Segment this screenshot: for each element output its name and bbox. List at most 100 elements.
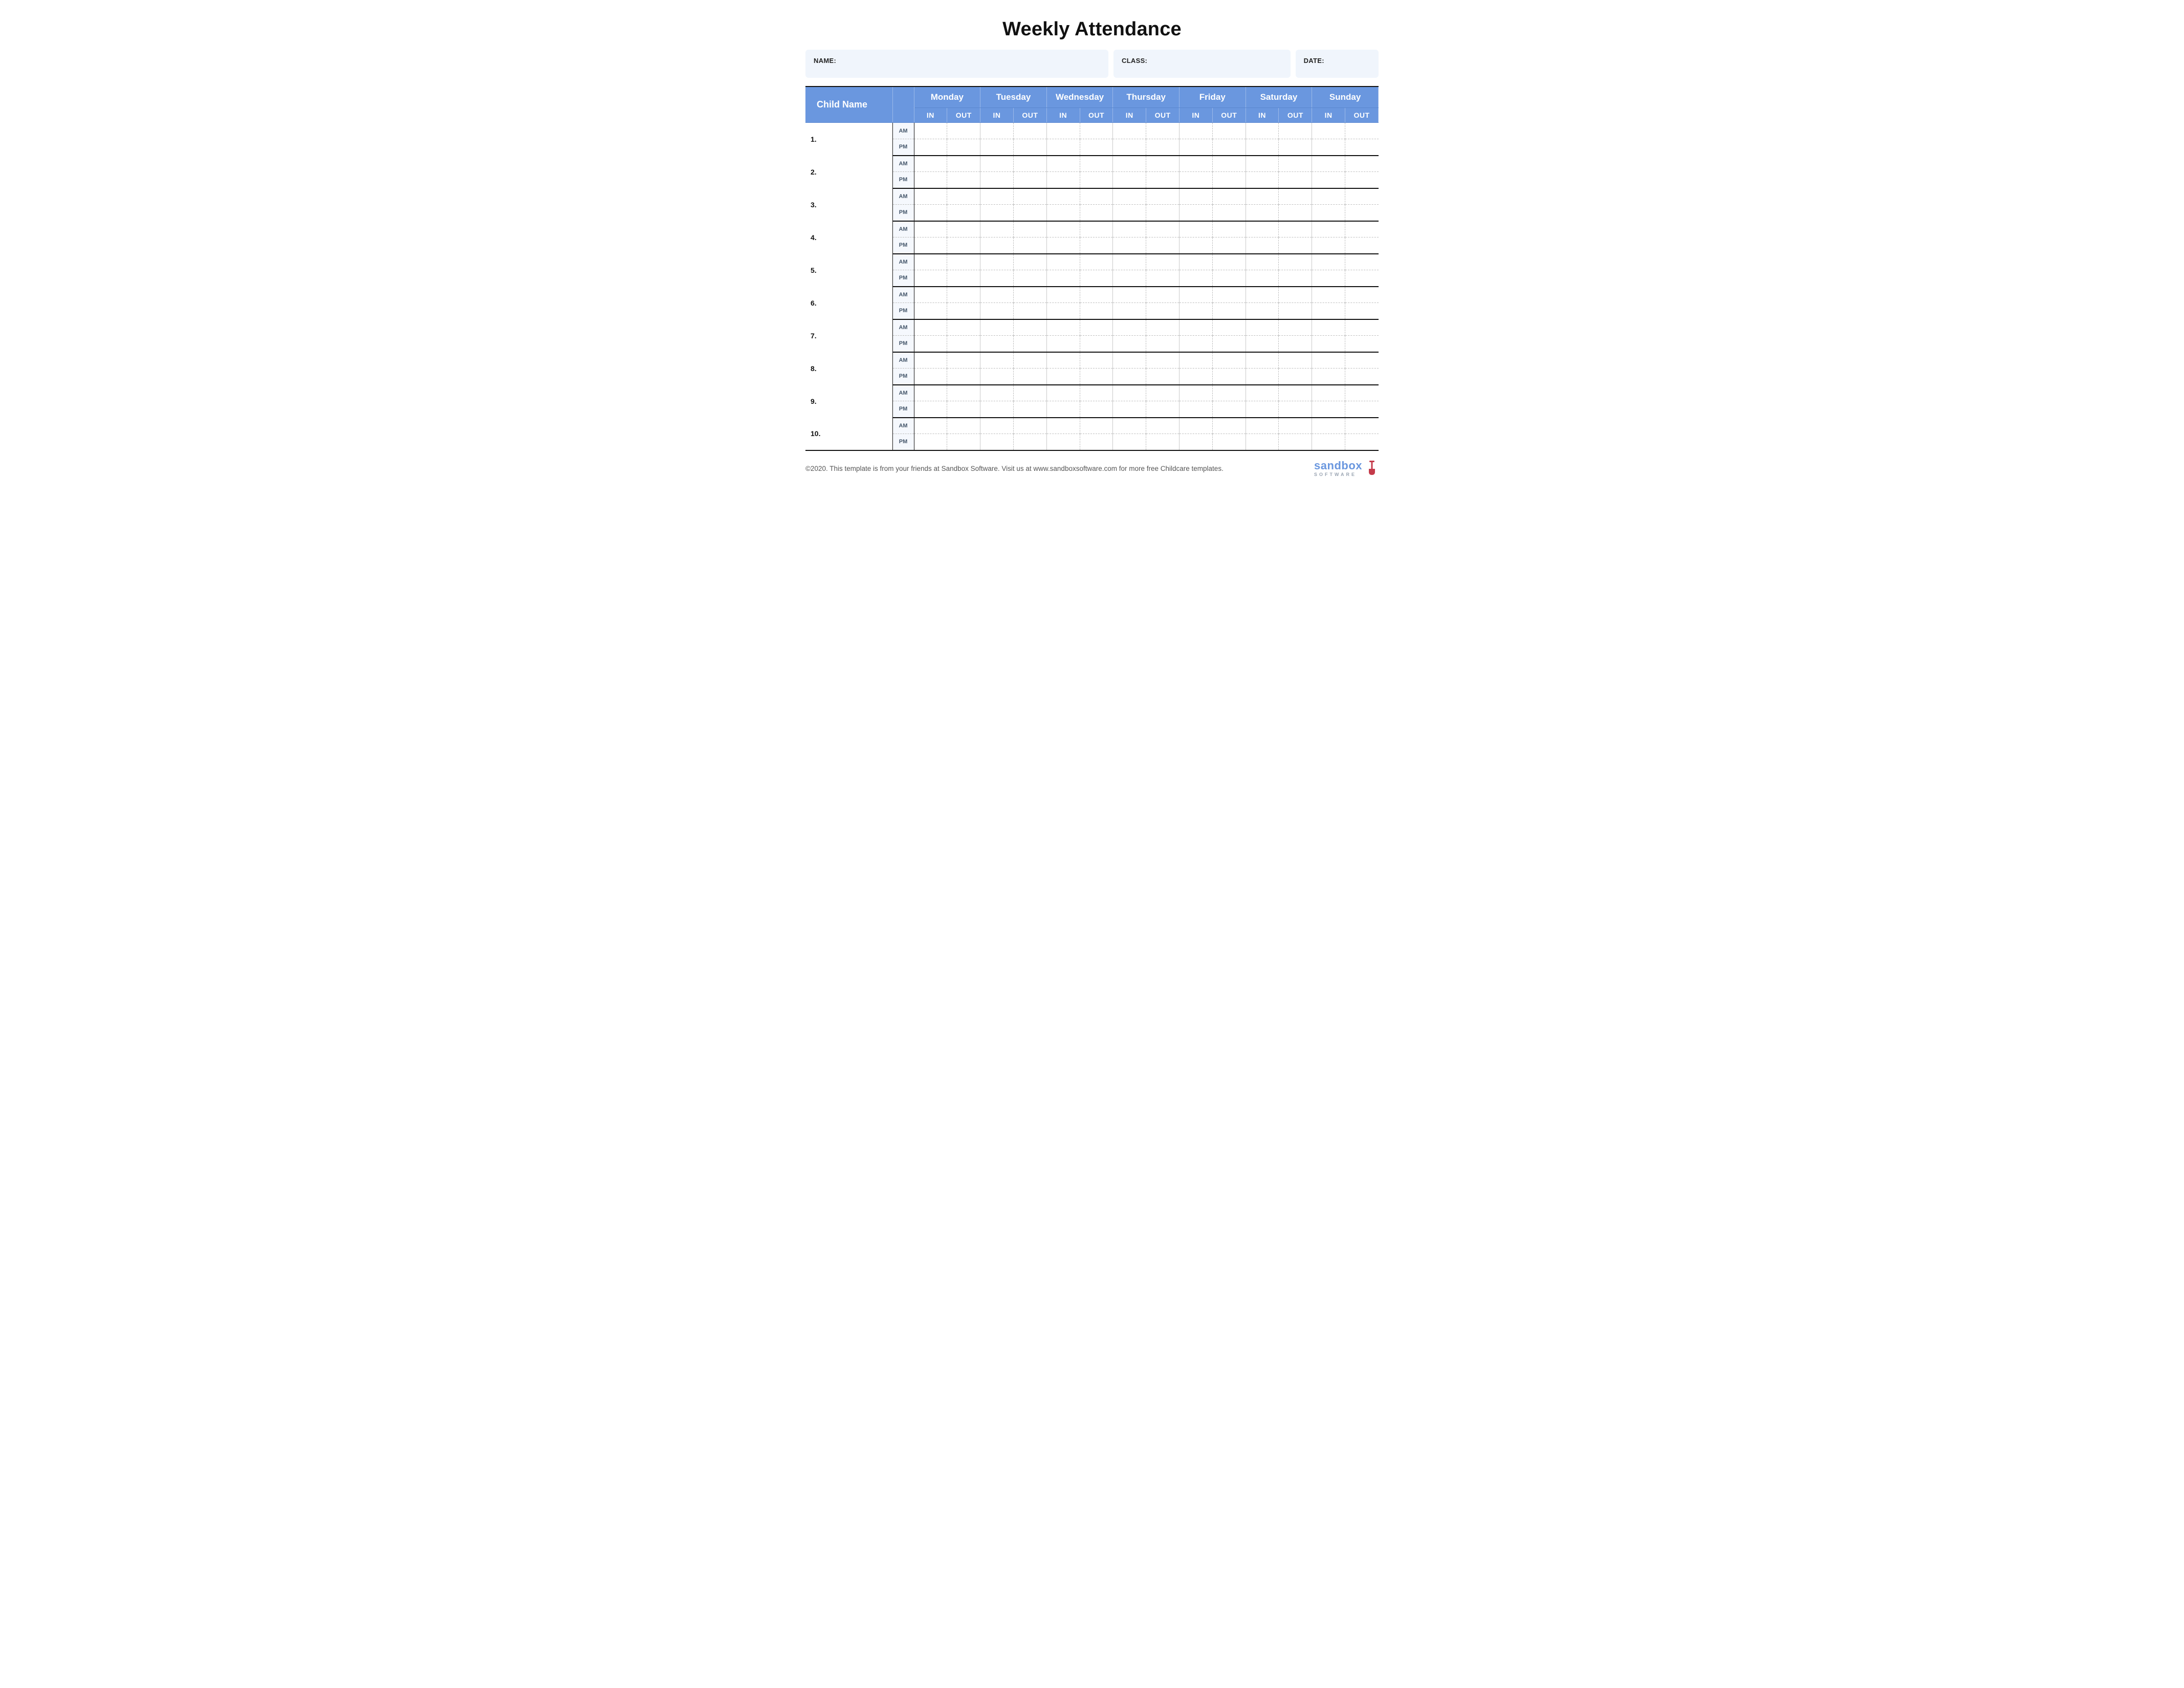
time-cell[interactable] — [1146, 369, 1180, 385]
time-cell[interactable] — [1279, 123, 1312, 139]
time-cell[interactable] — [1246, 336, 1279, 352]
time-cell[interactable] — [1279, 418, 1312, 434]
time-cell[interactable] — [1013, 139, 1046, 156]
time-cell[interactable] — [1146, 270, 1180, 287]
time-cell[interactable] — [1080, 434, 1113, 450]
time-cell[interactable] — [914, 172, 947, 188]
time-cell[interactable] — [1312, 434, 1345, 450]
time-cell[interactable] — [1013, 188, 1046, 205]
time-cell[interactable] — [1146, 434, 1180, 450]
time-cell[interactable] — [1080, 287, 1113, 303]
time-cell[interactable] — [1345, 237, 1379, 254]
child-name-cell[interactable]: 1. — [805, 123, 892, 156]
time-cell[interactable] — [1013, 287, 1046, 303]
time-cell[interactable] — [1046, 254, 1080, 270]
time-cell[interactable] — [1113, 139, 1146, 156]
time-cell[interactable] — [947, 188, 980, 205]
time-cell[interactable] — [980, 418, 1014, 434]
time-cell[interactable] — [1312, 139, 1345, 156]
time-cell[interactable] — [1013, 123, 1046, 139]
time-cell[interactable] — [1180, 369, 1213, 385]
time-cell[interactable] — [947, 434, 980, 450]
time-cell[interactable] — [1180, 221, 1213, 237]
time-cell[interactable] — [1279, 221, 1312, 237]
time-cell[interactable] — [1113, 123, 1146, 139]
time-cell[interactable] — [1279, 336, 1312, 352]
time-cell[interactable] — [1212, 205, 1246, 221]
time-cell[interactable] — [1046, 237, 1080, 254]
child-name-cell[interactable]: 7. — [805, 319, 892, 352]
time-cell[interactable] — [1312, 188, 1345, 205]
time-cell[interactable] — [1246, 418, 1279, 434]
time-cell[interactable] — [947, 336, 980, 352]
time-cell[interactable] — [914, 336, 947, 352]
time-cell[interactable] — [1212, 188, 1246, 205]
time-cell[interactable] — [1146, 319, 1180, 336]
time-cell[interactable] — [1279, 434, 1312, 450]
time-cell[interactable] — [1180, 156, 1213, 172]
date-field[interactable]: DATE: — [1296, 50, 1379, 78]
time-cell[interactable] — [1246, 401, 1279, 418]
time-cell[interactable] — [1046, 205, 1080, 221]
time-cell[interactable] — [1345, 319, 1379, 336]
time-cell[interactable] — [1046, 139, 1080, 156]
time-cell[interactable] — [914, 401, 947, 418]
name-field[interactable]: NAME: — [805, 50, 1108, 78]
time-cell[interactable] — [1146, 303, 1180, 319]
time-cell[interactable] — [947, 123, 980, 139]
time-cell[interactable] — [980, 205, 1014, 221]
time-cell[interactable] — [1080, 254, 1113, 270]
time-cell[interactable] — [1113, 205, 1146, 221]
time-cell[interactable] — [1180, 205, 1213, 221]
time-cell[interactable] — [1146, 336, 1180, 352]
time-cell[interactable] — [1279, 237, 1312, 254]
time-cell[interactable] — [914, 352, 947, 369]
time-cell[interactable] — [1212, 434, 1246, 450]
time-cell[interactable] — [1246, 303, 1279, 319]
time-cell[interactable] — [980, 270, 1014, 287]
time-cell[interactable] — [947, 352, 980, 369]
time-cell[interactable] — [1212, 156, 1246, 172]
time-cell[interactable] — [1246, 205, 1279, 221]
time-cell[interactable] — [1113, 172, 1146, 188]
time-cell[interactable] — [1013, 172, 1046, 188]
time-cell[interactable] — [980, 336, 1014, 352]
time-cell[interactable] — [1146, 205, 1180, 221]
time-cell[interactable] — [980, 237, 1014, 254]
time-cell[interactable] — [1312, 172, 1345, 188]
time-cell[interactable] — [1013, 352, 1046, 369]
time-cell[interactable] — [1312, 385, 1345, 401]
time-cell[interactable] — [1013, 254, 1046, 270]
time-cell[interactable] — [1345, 156, 1379, 172]
time-cell[interactable] — [1279, 287, 1312, 303]
time-cell[interactable] — [1345, 401, 1379, 418]
time-cell[interactable] — [1146, 401, 1180, 418]
time-cell[interactable] — [914, 418, 947, 434]
time-cell[interactable] — [1279, 156, 1312, 172]
time-cell[interactable] — [914, 237, 947, 254]
time-cell[interactable] — [947, 254, 980, 270]
time-cell[interactable] — [1146, 139, 1180, 156]
time-cell[interactable] — [1113, 336, 1146, 352]
time-cell[interactable] — [1212, 139, 1246, 156]
time-cell[interactable] — [914, 123, 947, 139]
time-cell[interactable] — [1080, 221, 1113, 237]
time-cell[interactable] — [1146, 221, 1180, 237]
time-cell[interactable] — [1046, 123, 1080, 139]
time-cell[interactable] — [1013, 156, 1046, 172]
time-cell[interactable] — [1279, 172, 1312, 188]
time-cell[interactable] — [1113, 369, 1146, 385]
time-cell[interactable] — [1246, 139, 1279, 156]
time-cell[interactable] — [1180, 434, 1213, 450]
time-cell[interactable] — [1146, 385, 1180, 401]
time-cell[interactable] — [1345, 303, 1379, 319]
time-cell[interactable] — [1113, 287, 1146, 303]
time-cell[interactable] — [1312, 287, 1345, 303]
time-cell[interactable] — [1345, 369, 1379, 385]
time-cell[interactable] — [1246, 156, 1279, 172]
time-cell[interactable] — [1246, 254, 1279, 270]
time-cell[interactable] — [1046, 319, 1080, 336]
time-cell[interactable] — [1212, 172, 1246, 188]
time-cell[interactable] — [1246, 287, 1279, 303]
time-cell[interactable] — [1345, 172, 1379, 188]
